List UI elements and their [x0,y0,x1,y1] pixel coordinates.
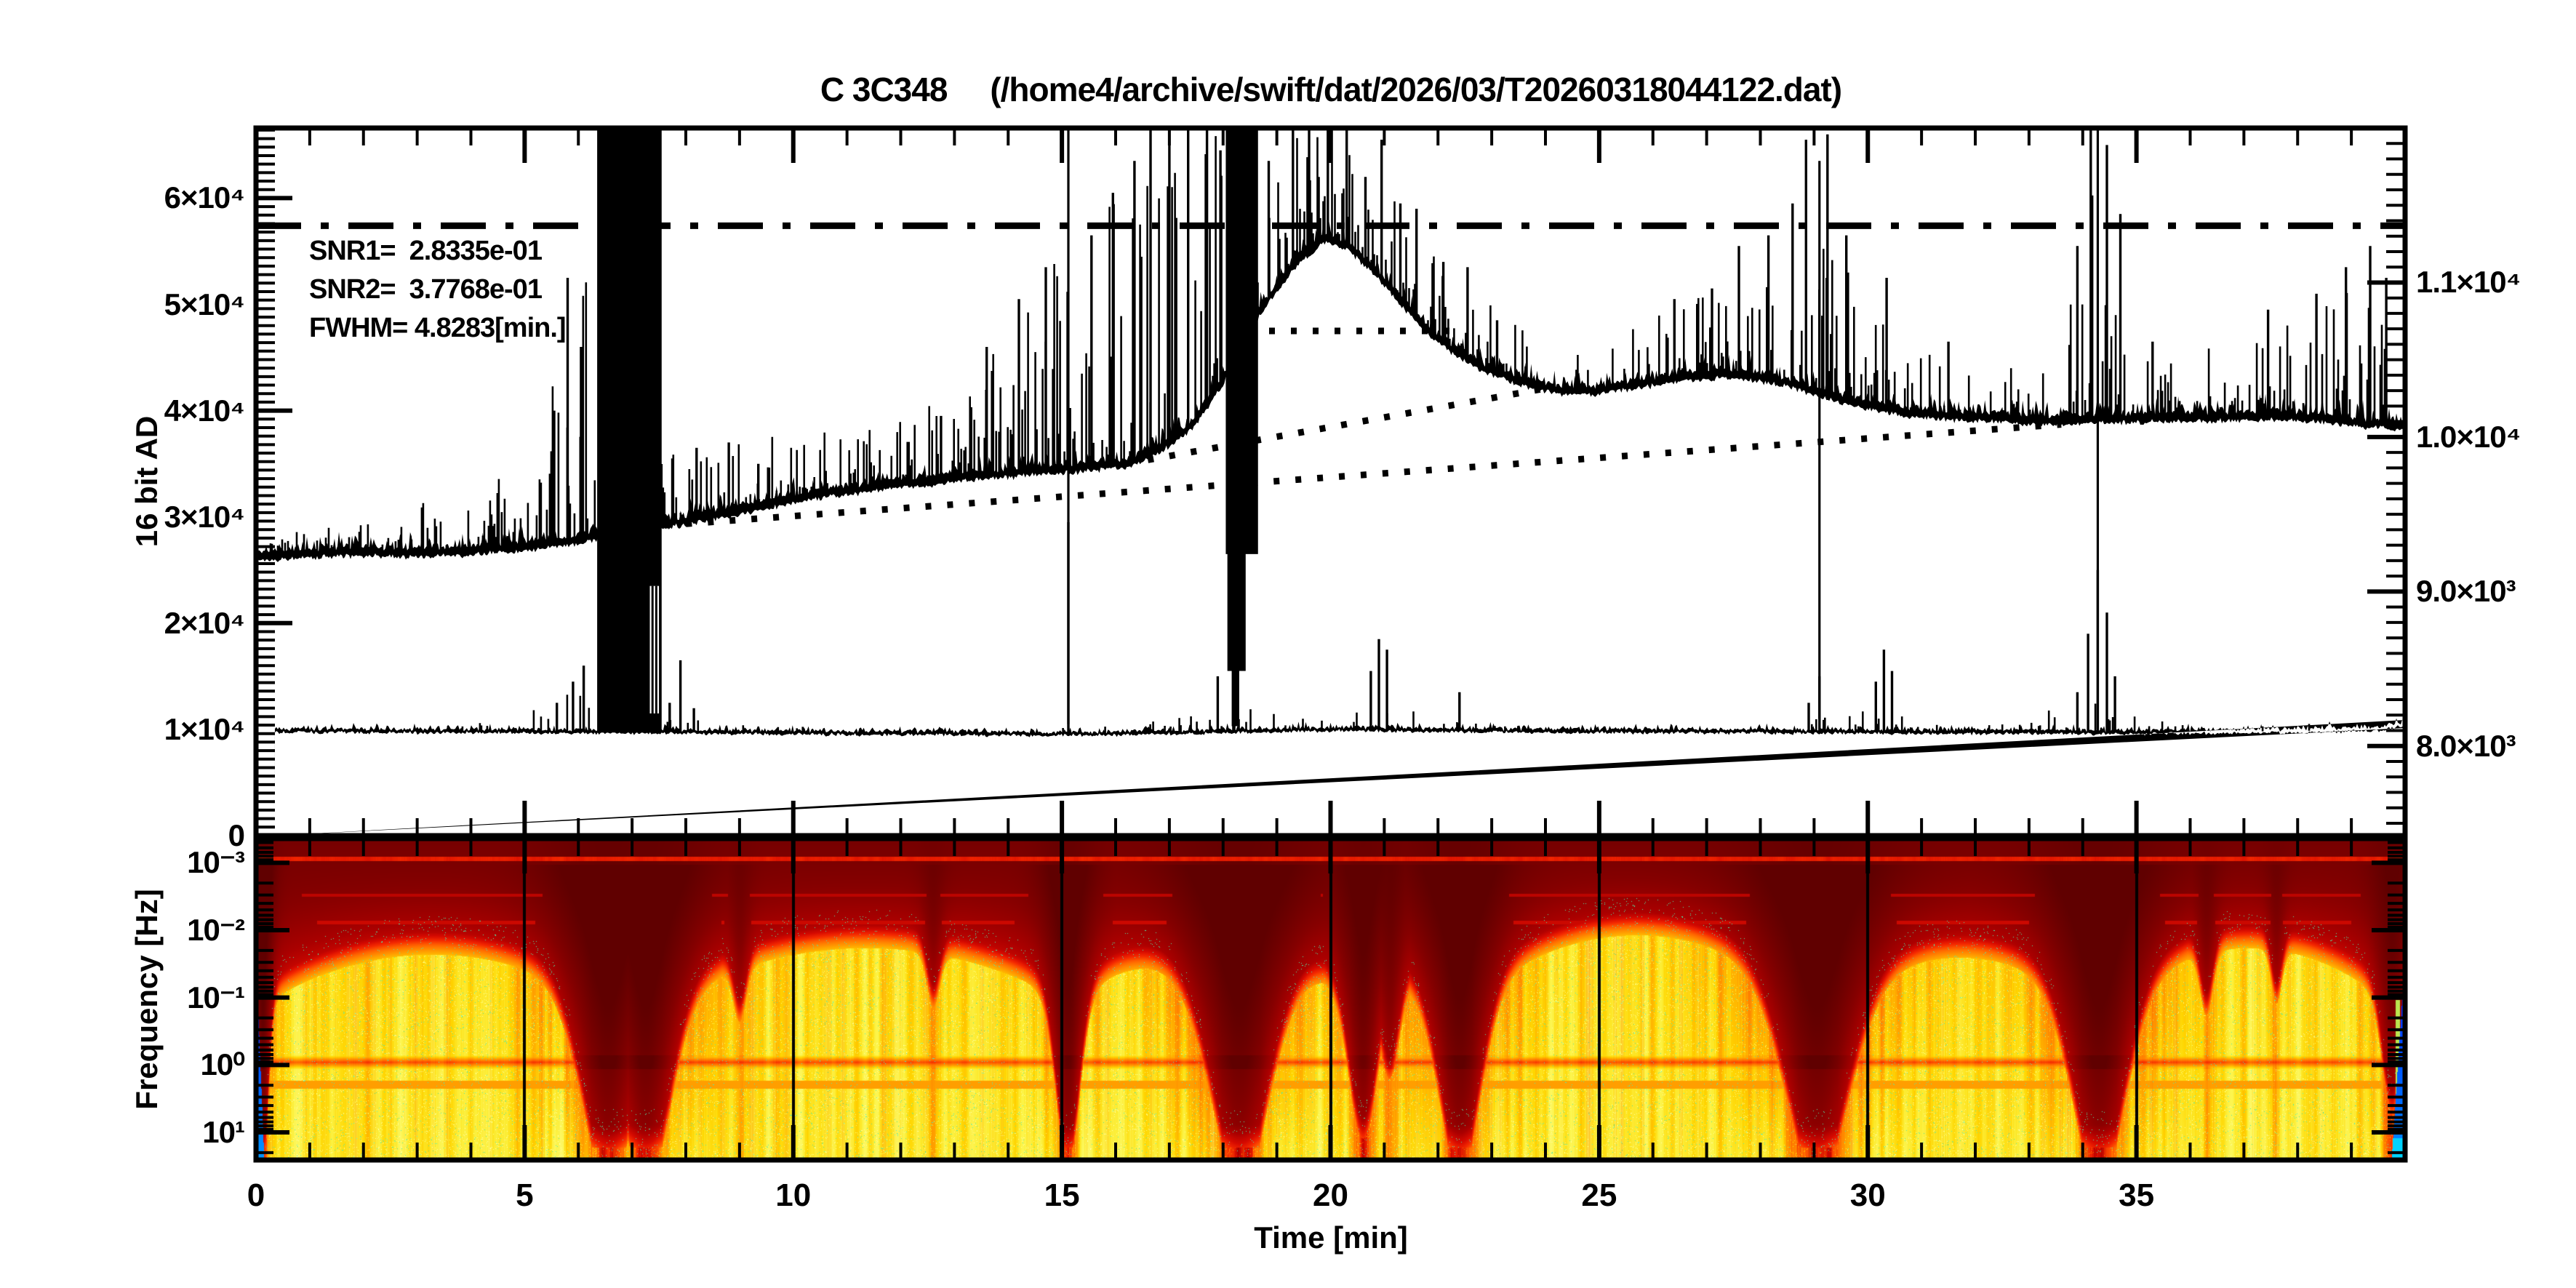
axes [253,125,2408,1163]
x-tick-label: 35 [2119,1177,2155,1213]
saturated-block-2 [1227,548,1246,671]
y-tick-label-left: 2×10⁴ [164,605,245,640]
x-tick-label: 30 [1849,1177,1886,1213]
x-axis-title: Time [min] [1254,1220,1408,1255]
y-tick-label-right: 8.0×10³ [2416,728,2516,763]
x-tick-label: 25 [1581,1177,1617,1213]
x-tick-label: 5 [516,1177,534,1213]
annotation-fwhm: FWHM= 4.8283[min.] [309,313,567,343]
top-panel-traces [256,128,2405,836]
saturated-block-3 [1231,665,1239,727]
y-tick-label-right: 9.0×10³ [2416,574,2516,609]
upper-trace-spikes [256,130,2405,556]
lower-major-spikes [556,522,2116,735]
annotation-snr1: SNR1= 2.8335e-01 [309,236,543,266]
annotation-snr2: SNR2= 3.7768e-01 [309,274,543,305]
y-tick-label-left: 5×10⁴ [164,287,245,321]
upper-major-spikes [553,128,2388,543]
freq-tick-label: 10⁻¹ [187,980,245,1015]
y-tick-label-left: 1×10⁴ [164,711,245,746]
block-notch [649,585,660,713]
figure-title: C 3C348 (/home4/archive/swift/dat/2026/0… [820,71,1842,108]
y-tick-label-left: 6×10⁴ [164,180,245,215]
spectrogram-heatmap [256,839,2405,1160]
y-tick-label-left: 4×10⁴ [164,393,245,428]
saturated-block-1 [1225,128,1258,554]
lower-trace-band [273,718,2405,836]
y-tick-label-left: 0 [228,818,245,852]
freq-tick-label: 10⁰ [200,1047,245,1082]
y-tick-label-right: 1.1×10⁴ [2416,265,2521,300]
freq-tick-label: 10¹ [202,1115,245,1149]
freq-tick-label: 10⁻² [187,913,245,948]
spectrogram-frame [253,836,2408,1163]
x-tick-label: 10 [775,1177,812,1213]
x-tick-label: 15 [1044,1177,1080,1213]
dotted-fit-line-1 [1125,385,1541,468]
dotted-fit-line-0 [664,421,2062,529]
x-tick-label: 20 [1313,1177,1348,1213]
y-tick-label-right: 1.0×10⁴ [2416,419,2521,454]
x-tick-label: 0 [247,1177,265,1213]
y-tick-label-left: 3×10⁴ [164,499,245,534]
freq-tick-label: 10⁻³ [187,845,245,880]
